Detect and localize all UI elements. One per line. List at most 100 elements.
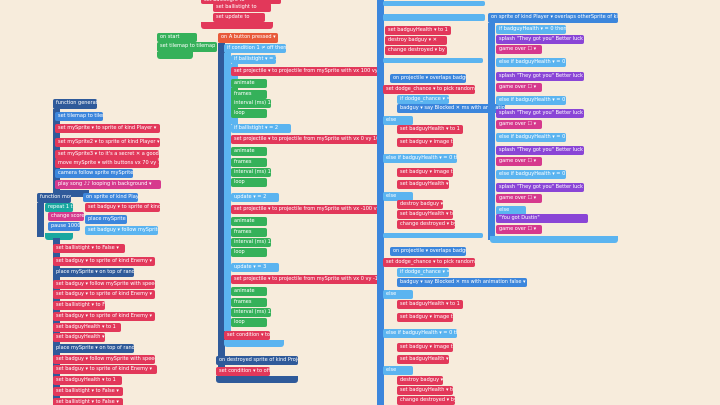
set-health-4[interactable]: set badguyHealth ▾ to 1	[397, 355, 449, 364]
top-variable-block[interactable]: set ballistight to	[201, 0, 281, 4]
right-if-1[interactable]: if badguyHealth ▾ = 0 then	[496, 25, 566, 34]
frames-4[interactable]: frames	[231, 298, 267, 307]
set-health-3[interactable]: set badguyHealth ▾ to 1	[397, 210, 453, 219]
change-image-1[interactable]: set badguy ▾ image to ▢	[397, 138, 453, 147]
change-score-block[interactable]: change score by 1	[48, 212, 84, 221]
frames-3[interactable]: frames	[231, 228, 267, 237]
splash-5[interactable]: splash "They got you" Better luck next t…	[496, 183, 584, 192]
else-1[interactable]: else	[383, 116, 413, 125]
place-on-top-1[interactable]: place mySprite ▾ on top of random ▾	[85, 215, 127, 224]
destroyed-projectile-hat[interactable]: on destroyed sprite of kind Projectile ▾	[216, 356, 298, 365]
set-badguy-health-1[interactable]: set badguyHealth ▾ to 1	[397, 125, 463, 134]
set-mysprite3-block[interactable]: set mySprite3 ▾ to it's a secret ✕ a goo…	[55, 150, 159, 159]
loop-3[interactable]: loop	[231, 248, 267, 257]
overlap-hat-right[interactable]: on sprite of kind Player ▾ overlaps othe…	[488, 13, 618, 23]
set-badguy-l[interactable]: set ballistight ▾ to False ▾	[53, 398, 123, 405]
interval-2[interactable]: interval (ms) 100	[231, 168, 271, 177]
loop-1[interactable]: loop	[231, 109, 267, 118]
interval-3[interactable]: interval (ms) 100	[231, 238, 271, 247]
animate-3[interactable]: animate	[231, 217, 267, 226]
set-badguy-health-3[interactable]: set badguyHealth ▾ to 1	[397, 300, 463, 309]
move-with-buttons-block[interactable]: move mySprite ▾ with buttons vx 70 vy 70	[55, 159, 159, 168]
animate-1[interactable]: animate	[231, 79, 267, 88]
projectile-overlaps-hat-2[interactable]: on projectile ▾ overlaps badguy ▾	[390, 247, 466, 256]
set-projectile-1[interactable]: set projectile ▾ to projectile from mySp…	[231, 67, 381, 76]
set-badguy-destroy[interactable]: destroy badguy ▾ ✕	[385, 36, 447, 45]
set-ballistight-block[interactable]: set ballistight to	[213, 3, 271, 12]
game-over-6[interactable]: game over ☐ ▾	[496, 225, 542, 234]
set-condition-on[interactable]: set condition ▾ to on	[224, 331, 270, 340]
function-generate-hat[interactable]: function generate	[53, 99, 97, 109]
if-dodge-2[interactable]: if dodge_chance ▾ = 1 then	[397, 268, 449, 277]
elif-2[interactable]: update ▾ = 2	[231, 193, 279, 202]
destroy-2[interactable]: destroy badguy ▾ ✕	[397, 200, 443, 209]
set-badguy-k[interactable]: set ballistight ▾ to False ▾	[53, 387, 123, 396]
frames-1[interactable]: frames	[231, 90, 267, 99]
if-dodge[interactable]: if dodge_chance ▾ = 1 then	[397, 95, 449, 104]
else-3[interactable]: else	[383, 290, 413, 299]
interval-4[interactable]: interval (ms) 100	[231, 308, 271, 317]
set-badguy-1[interactable]: set badguy ▾ to sprite of kind Enemy ▾	[85, 203, 160, 212]
else-if-2[interactable]: else if badguyHealth ▾ = 0 then	[383, 329, 457, 338]
animate-2[interactable]: animate	[231, 147, 267, 156]
set-badguy-h[interactable]: set badguy ▾ follow mySprite with speed …	[53, 355, 155, 364]
set-badguy-i[interactable]: set badguy ▾ to sprite of kind Enemy ▾	[53, 365, 157, 374]
game-over-2[interactable]: game over ☐ ▾	[496, 83, 542, 92]
elif-3[interactable]: update ▾ = 3	[231, 263, 279, 272]
change-image-4[interactable]: set badguy ▾ image to ▢	[397, 343, 453, 352]
set-mysprite2-block[interactable]: set mySprite2 ▾ to sprite of kind Player…	[55, 138, 160, 147]
camera-follow-block[interactable]: camera follow sprite mySprite ▾	[55, 169, 133, 178]
badguy-say-2[interactable]: badguy ▾ say Blocked ✕ ms with animation…	[397, 278, 527, 287]
pause-block[interactable]: pause 1000 ms	[48, 222, 80, 231]
splash-3[interactable]: splash "They got you" Better luck next t…	[496, 109, 584, 118]
set-badguy-g[interactable]: set badguyHealth ▾ to 1	[53, 333, 105, 342]
set-dodge-chance-2[interactable]: set dodge_chance ▾ to pick random 1 to 6	[383, 258, 475, 267]
set-projectile-4[interactable]: set projectile ▾ to projectile from mySp…	[231, 275, 381, 284]
game-over-3[interactable]: game over ☐ ▾	[496, 120, 542, 129]
set-badguy-f[interactable]: set badguyHealth ▾ to 1	[53, 323, 121, 332]
animate-4[interactable]: animate	[231, 287, 267, 296]
projectile-overlaps-hat[interactable]: on projectile ▾ overlaps badguy ▾	[390, 74, 466, 83]
change-image-3[interactable]: set badguy ▾ image to ▢	[397, 313, 453, 322]
else-2[interactable]: else	[383, 192, 413, 201]
change-destroyed-3[interactable]: change destroyed ▾ by 1	[397, 396, 455, 405]
else-if-1[interactable]: else if badguyHealth ▾ = 0 then	[383, 154, 457, 163]
game-over-5[interactable]: game over ☐ ▾	[496, 194, 542, 203]
set-badguy-d[interactable]: set ballistight ▾ to False ▾	[53, 301, 105, 310]
set-tilemap-block[interactable]: set tilemap to tilemap	[157, 42, 217, 52]
place-a[interactable]: place mySprite ▾ on top of random ▾	[53, 268, 134, 277]
set-dodge-chance[interactable]: set dodge_chance ▾ to pick random 1 to 6	[383, 85, 475, 94]
if-condition-block[interactable]: if condition 1 ≠ off then	[224, 44, 286, 53]
set-health-2[interactable]: set badguyHealth ▾ to 1	[397, 180, 449, 189]
right-else-if-3[interactable]: else if badguyHealth ▾ = 0 then	[496, 133, 566, 142]
badguy-say[interactable]: badguy ▾ say Blocked ✕ ms with animation…	[397, 104, 505, 113]
set-badguy-e[interactable]: set badguy ▾ to sprite of kind Enemy ▾	[53, 312, 155, 321]
if-badguy-health[interactable]: set badguyHealth ▾ to 1	[385, 26, 451, 35]
right-else-if-2[interactable]: else if badguyHealth ▾ = 0 then	[496, 96, 566, 105]
set-badguy-b[interactable]: set badguy ▾ follow mySprite with speed …	[53, 280, 155, 289]
else-4[interactable]: else	[383, 366, 413, 375]
set-badguy-j[interactable]: set badguyHealth ▾ to 1	[53, 376, 122, 385]
game-over-1[interactable]: game over ☐ ▾	[496, 45, 542, 54]
if-ballistight-block[interactable]: if ballistight ▾ = 1	[231, 55, 276, 64]
change-image-2[interactable]: set badguy ▾ image to ▢	[397, 168, 453, 177]
set-health-5[interactable]: set badguyHealth ▾ to 1	[397, 386, 453, 395]
splash-2[interactable]: splash "They got you" Better luck next t…	[496, 72, 584, 81]
destroy-3[interactable]: destroy badguy ▾ ✕	[397, 376, 443, 385]
set-badguy-c[interactable]: set badguy ▾ to sprite of kind Enemy ▾	[53, 290, 155, 299]
elif-1[interactable]: if ballistight ▾ = 2	[231, 124, 291, 133]
right-else-if-4[interactable]: else if badguyHealth ▾ = 0 then	[496, 170, 566, 179]
set-mysprite-block[interactable]: set mySprite ▾ to sprite of kind Player …	[55, 124, 160, 133]
set-projectile-3[interactable]: set projectile ▾ to projectile from mySp…	[231, 205, 381, 214]
function-movement-hat[interactable]: function movement	[37, 193, 71, 203]
set-update-block[interactable]: set update to	[213, 13, 265, 22]
repeat-block[interactable]: repeat 1 times	[45, 203, 73, 212]
play-song-block[interactable]: play song ♪♪ looping in background ▾	[55, 180, 161, 189]
splash-4[interactable]: splash "They got you" Better luck next t…	[496, 146, 584, 155]
on-a-button-hat[interactable]: on A button pressed ▾	[218, 33, 278, 43]
right-else-5[interactable]: else	[496, 206, 526, 215]
splash-dustin[interactable]: "You got Dustin"	[496, 214, 588, 223]
set-badguy-a[interactable]: set badguy ▾ to sprite of kind Enemy ▾	[53, 257, 155, 266]
interval-1[interactable]: interval (ms) 100	[231, 99, 271, 108]
